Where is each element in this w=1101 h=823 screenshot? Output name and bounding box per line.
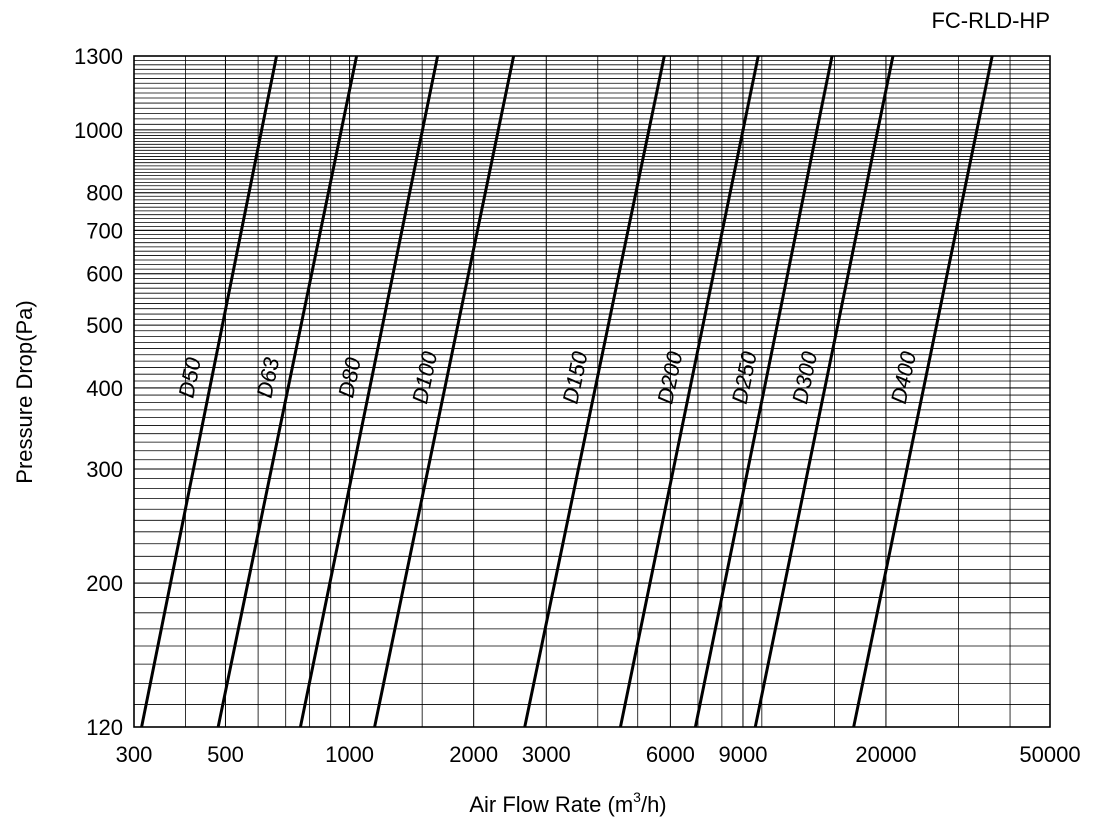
y-tick-label: 1300: [74, 44, 123, 69]
series-line-d63: [216, 55, 359, 728]
series-line-d300: [753, 55, 895, 728]
x-axis-title-main: Air Flow Rate (m: [469, 792, 633, 817]
y-tick-label: 700: [86, 218, 123, 243]
chart-title: FC-RLD-HP: [931, 8, 1050, 33]
x-axis-title: Air Flow Rate (m3/h): [469, 789, 666, 817]
grid-major: [133, 55, 1051, 728]
y-tick-label: 600: [86, 262, 123, 287]
series-lines: [140, 55, 994, 728]
series-line-d50: [140, 55, 278, 728]
y-tick-label: 800: [86, 181, 123, 206]
x-tick-label: 300: [116, 742, 153, 767]
x-tick-label: 9000: [718, 742, 767, 767]
y-tick-label: 1000: [74, 118, 123, 143]
x-tick-label: 1000: [325, 742, 374, 767]
grid-minor: [134, 56, 1050, 727]
x-tick-label: 50000: [1019, 742, 1080, 767]
y-tick-label: 120: [86, 715, 123, 740]
y-tick-label: 200: [86, 571, 123, 596]
x-tick-label: 3000: [522, 742, 571, 767]
series-label-d100: D100: [407, 349, 442, 406]
series-label-d300: D300: [787, 349, 822, 406]
series-line-d100: [373, 55, 516, 728]
series-line-d80: [298, 55, 440, 728]
series-line-d150: [523, 55, 666, 728]
x-axis-title-sup: 3: [633, 789, 641, 805]
x-tick-label: 20000: [855, 742, 916, 767]
series-line-d200: [618, 55, 760, 728]
y-tick-label: 400: [86, 376, 123, 401]
series-label-d200: D200: [652, 349, 687, 406]
series-label-d150: D150: [558, 349, 593, 406]
plot-frame: [133, 55, 1051, 728]
y-tick-label: 300: [86, 457, 123, 482]
series-line-d400: [852, 55, 994, 728]
series-label-d400: D400: [886, 349, 921, 406]
y-tick-labels: 120 200 300 400 500 600 700 800 1000 1300: [74, 44, 123, 740]
x-tick-label: 2000: [449, 742, 498, 767]
x-tick-label: 500: [207, 742, 244, 767]
x-axis-title-suffix: /h): [641, 792, 667, 817]
y-tick-label: 500: [86, 313, 123, 338]
series-line-d250: [693, 55, 834, 728]
x-tick-labels: 300 500 1000 2000 3000 6000 9000 20000 50000: [116, 742, 1081, 767]
y-axis-title: Pressure Drop(Pa): [12, 300, 37, 483]
series-label-d250: D250: [727, 349, 762, 406]
x-tick-label: 6000: [646, 742, 695, 767]
